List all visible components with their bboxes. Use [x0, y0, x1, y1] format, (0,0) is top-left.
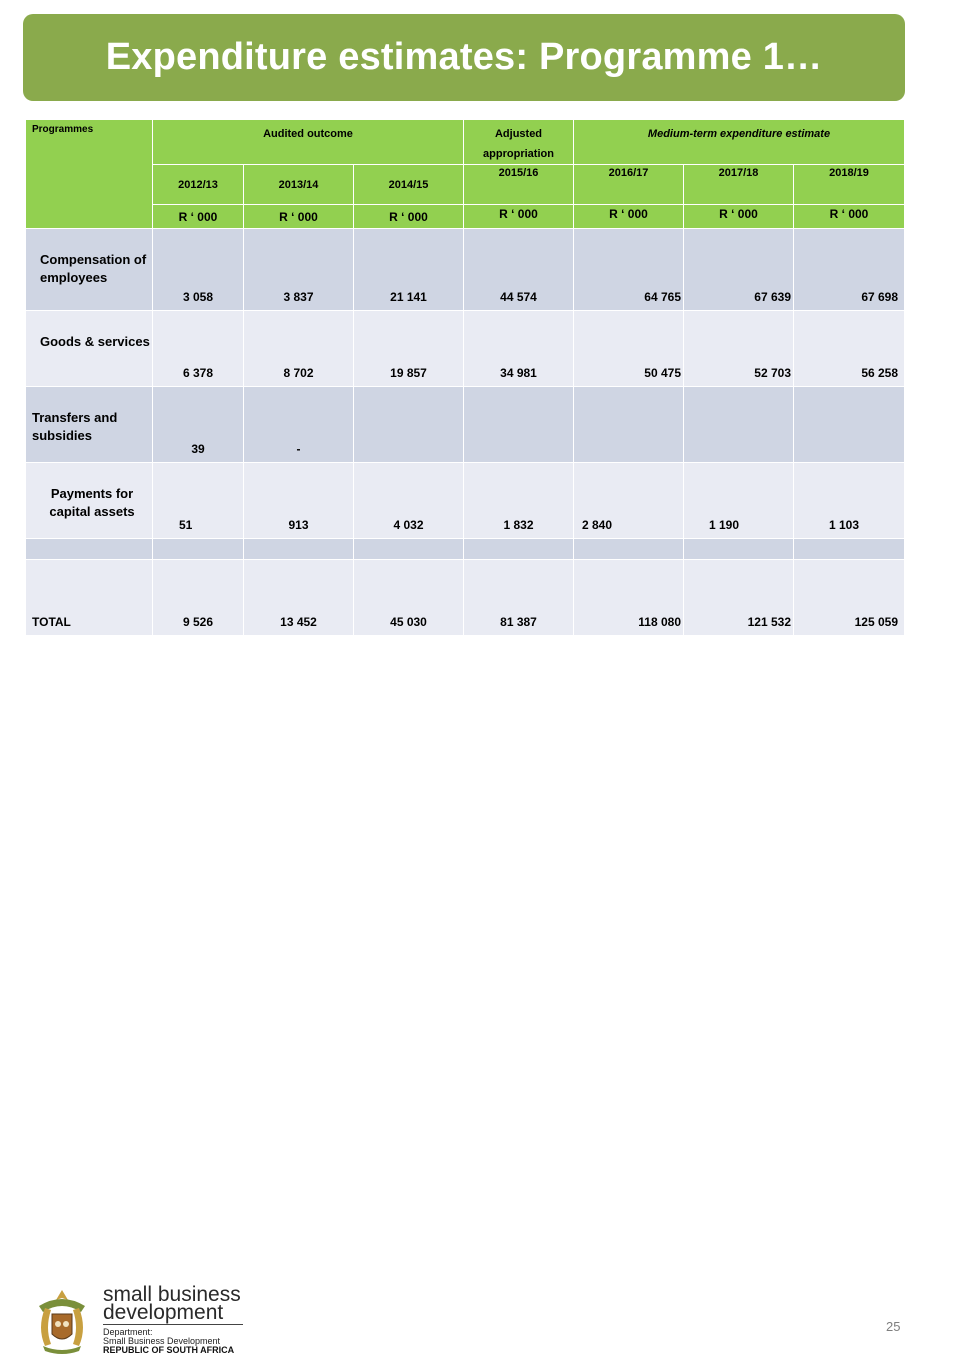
cell-value — [683, 386, 794, 463]
cell-value: 913 — [243, 462, 354, 539]
page-number: 25 — [886, 1319, 901, 1334]
year-2018-19: 2018/19 — [792, 164, 906, 205]
cell-value: 121 532 — [683, 559, 794, 636]
cell-value: 19 857 — [353, 310, 464, 387]
unit-cell: R ‘ 000 — [792, 204, 906, 229]
cell-value: 3 058 — [152, 228, 244, 311]
cell-value: 34 981 — [463, 310, 574, 387]
row-label-total: TOTAL — [25, 559, 153, 636]
cell-value: 51 — [152, 462, 244, 539]
table-row-empty — [25, 538, 906, 560]
year-2014-15: 2014/15 — [353, 164, 464, 205]
header-row-1: Programmes Audited outcome Adjusted appr… — [25, 119, 906, 229]
cell-value: 45 030 — [353, 559, 464, 636]
cell-value — [152, 538, 244, 560]
cell-value — [463, 538, 574, 560]
header-programmes: Programmes — [25, 119, 153, 229]
unit-cell: R ‘ 000 — [243, 204, 354, 229]
org-name-line2: development — [103, 1301, 224, 1324]
cell-value: 56 258 — [792, 310, 906, 387]
table-row-compensation: Compensation of employees 3 058 3 837 21… — [25, 228, 906, 311]
expenditure-table: Programmes Audited outcome Adjusted appr… — [25, 119, 906, 636]
table-row-goods-services: Goods & services 6 378 8 702 19 857 34 9… — [25, 310, 906, 387]
year-2017-18: 2017/18 — [683, 164, 794, 205]
cell-value — [573, 538, 684, 560]
header-medium-term-estimate: Medium-term expenditure estimate — [572, 119, 906, 165]
row-label: Compensation of employees — [25, 228, 153, 311]
row-label: Transfers and subsidies — [25, 386, 153, 463]
cell-value: 52 703 — [683, 310, 794, 387]
table-row-total: TOTAL 9 526 13 452 45 030 81 387 118 080… — [25, 559, 906, 636]
row-label: Payments for capital assets — [25, 462, 153, 539]
cell-value: 67 698 — [792, 228, 906, 311]
footer: small business development Department: S… — [0, 640, 960, 1355]
year-2013-14: 2013/14 — [243, 164, 354, 205]
cell-value — [243, 538, 354, 560]
cell-value: 1 190 — [683, 462, 794, 539]
cell-value — [573, 386, 684, 463]
header-audited-outcome: Audited outcome — [152, 119, 464, 165]
cell-value — [25, 538, 153, 560]
cell-value: 1 103 — [792, 462, 906, 539]
year-2012-13: 2012/13 — [152, 164, 244, 205]
cell-value: 44 574 — [463, 228, 574, 311]
cell-value: 39 — [152, 386, 244, 463]
unit-cell: R ‘ 000 — [353, 204, 464, 229]
cell-value: 4 032 — [353, 462, 464, 539]
cell-value: 13 452 — [243, 559, 354, 636]
year-2015-16: 2015/16 — [463, 164, 574, 205]
cell-value: 81 387 — [463, 559, 574, 636]
unit-cell: R ‘ 000 — [683, 204, 794, 229]
cell-value: 50 475 — [573, 310, 684, 387]
header-row-units: R ‘ 000 R ‘ 000 R ‘ 000 R ‘ 000 R ‘ 000 … — [26, 204, 906, 229]
cell-value — [792, 538, 906, 560]
slide-title: Expenditure estimates: Programme 1… — [105, 36, 823, 78]
header-adjusted-appropriation: Adjusted appropriation — [463, 119, 574, 165]
cell-value: 21 141 — [353, 228, 464, 311]
unit-cell: R ‘ 000 — [573, 204, 684, 229]
cell-value — [792, 386, 906, 463]
unit-cell: R ‘ 000 — [463, 204, 574, 229]
cell-value: 64 765 — [573, 228, 684, 311]
divider — [103, 1324, 243, 1325]
year-2016-17: 2016/17 — [573, 164, 684, 205]
unit-cell: R ‘ 000 — [152, 204, 244, 229]
row-label: Goods & services — [25, 310, 153, 387]
cell-value: 67 639 — [683, 228, 794, 311]
cell-value: 3 837 — [243, 228, 354, 311]
cell-value: 6 378 — [152, 310, 244, 387]
coat-of-arms-icon — [39, 1290, 85, 1354]
table-row-transfers: Transfers and subsidies 39 - — [25, 386, 906, 463]
cell-value: 9 526 — [152, 559, 244, 636]
cell-value — [683, 538, 794, 560]
header-row-years: 2012/13 2013/14 2014/15 2015/16 2016/17 … — [26, 164, 906, 205]
title-bar: Expenditure estimates: Programme 1… — [23, 14, 905, 101]
cell-value — [353, 386, 464, 463]
cell-value: - — [243, 386, 354, 463]
cell-value — [353, 538, 464, 560]
cell-value: 1 832 — [463, 462, 574, 539]
dept-line3: REPUBLIC OF SOUTH AFRICA — [103, 1345, 235, 1355]
cell-value: 8 702 — [243, 310, 354, 387]
cell-value: 118 080 — [573, 559, 684, 636]
cell-value — [463, 386, 574, 463]
cell-value: 125 059 — [792, 559, 906, 636]
table-row-capital-assets: Payments for capital assets 51 913 4 032… — [25, 462, 906, 539]
cell-value: 2 840 — [573, 462, 684, 539]
